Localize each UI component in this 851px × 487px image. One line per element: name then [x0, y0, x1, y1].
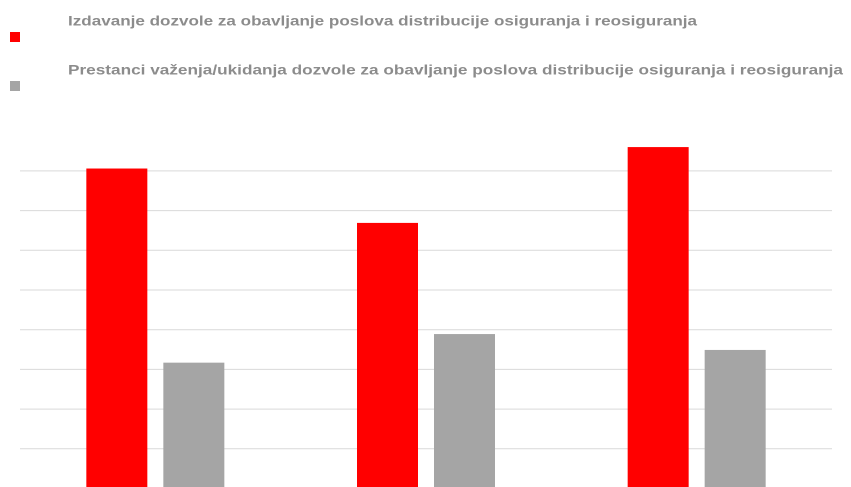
- bar: [163, 362, 225, 487]
- bar: [86, 168, 148, 487]
- bar: [704, 349, 766, 487]
- bar: [627, 147, 689, 487]
- bar: [434, 334, 495, 487]
- legend-swatch: [10, 81, 20, 91]
- legend-label: Izdavanje dozvole za obavljanje poslova …: [68, 13, 697, 29]
- legend-label: Prestanci važenja/ukidanja dozvole za ob…: [68, 62, 843, 78]
- legend-swatch: [10, 32, 20, 42]
- bar: [357, 222, 418, 487]
